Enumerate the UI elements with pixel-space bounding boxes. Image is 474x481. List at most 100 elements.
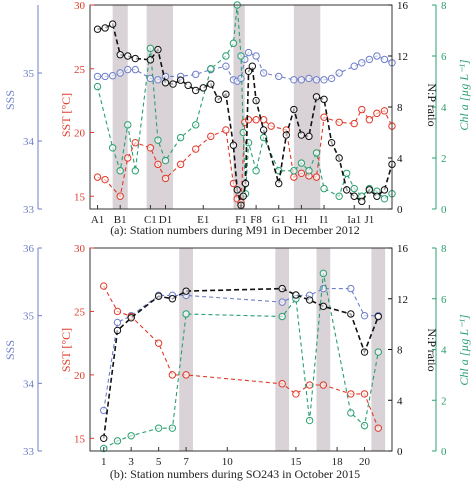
np-data-point <box>168 295 177 303</box>
sst-data-point <box>374 424 382 432</box>
chl-tick-label: 6 <box>441 294 447 306</box>
sst-tick-label: 30 <box>74 243 86 255</box>
plot-frame <box>89 247 393 452</box>
chl-tick-label: 6 <box>441 51 447 63</box>
chl-data-point <box>312 149 321 157</box>
chl-tick-label: 8 <box>441 0 447 12</box>
chl-data-point <box>305 167 313 175</box>
sst-data-point <box>267 122 275 130</box>
sss-data-point <box>93 72 102 81</box>
sss-data-point <box>108 72 117 80</box>
sss-data-point <box>358 59 366 67</box>
sss-data-point <box>290 76 298 84</box>
chl-data-point <box>207 65 215 73</box>
np-tick-label: 8 <box>397 345 403 357</box>
np-tick-label: 12 <box>397 294 408 306</box>
chl-data-point <box>229 39 238 47</box>
np-data-point <box>108 20 117 28</box>
np-series-line <box>102 287 380 439</box>
sst-data-point <box>207 132 215 141</box>
chl-data-point <box>305 416 314 425</box>
np-data-point <box>207 80 215 88</box>
sss-data-point <box>365 55 374 64</box>
station-label: F1 <box>235 214 247 226</box>
np-data-point <box>124 52 132 60</box>
station-label: F8 <box>250 214 262 226</box>
sss-data-point <box>297 76 306 84</box>
np-data-point <box>350 192 358 200</box>
sst-data-point <box>278 380 286 388</box>
np-data-point <box>229 141 238 149</box>
sss-data-point <box>335 69 343 77</box>
np-axis-label: N:P ratio <box>425 328 439 371</box>
station-label: Ia1 <box>347 214 361 226</box>
sss-data-point <box>237 74 245 83</box>
chl-data-point <box>127 432 135 440</box>
np-data-point <box>176 76 185 84</box>
sst-data-point <box>168 371 177 379</box>
chl-data-point <box>259 133 268 142</box>
np-data-point <box>244 67 253 76</box>
np-data-point <box>259 126 268 134</box>
station-label: 10 <box>222 456 234 468</box>
sst-data-point <box>93 173 102 181</box>
sss-data-point <box>327 74 336 83</box>
chl-data-point <box>93 82 102 91</box>
np-data-point <box>169 80 177 88</box>
np-data-point <box>252 96 260 105</box>
chl-data-point <box>108 144 117 152</box>
station-label: A1 <box>91 214 104 226</box>
sss-data-point <box>350 62 358 70</box>
sss-data-point <box>278 298 286 306</box>
sst-tick-label: 25 <box>74 306 86 318</box>
np-data-point <box>101 24 109 32</box>
sss-data-point <box>275 72 283 81</box>
np-tick-label: 0 <box>397 446 403 458</box>
sss-axis-label: SSS <box>3 340 17 360</box>
sst-data-point <box>146 144 155 152</box>
chl-data-point <box>319 269 328 278</box>
sst-data-point <box>373 109 381 118</box>
sss-data-point <box>192 70 200 79</box>
sss-data-point <box>244 48 253 57</box>
sss-data-point <box>380 55 389 64</box>
chl-tick-label: 8 <box>441 243 447 255</box>
np-data-point <box>312 93 321 101</box>
sss-tick-label: 34 <box>23 136 35 148</box>
np-data-point <box>380 186 389 194</box>
sss-data-point <box>360 311 369 320</box>
sst-data-point <box>192 145 200 153</box>
station-label: 20 <box>359 456 371 468</box>
sss-data-point <box>305 74 313 83</box>
np-data-point <box>233 186 241 194</box>
sst-tick-label: 25 <box>74 64 86 76</box>
station-label: 7 <box>183 456 189 468</box>
np-tick-label: 16 <box>397 243 409 255</box>
np-data-point <box>182 287 190 295</box>
chl-data-point <box>374 348 382 356</box>
sss-tick-label: 34 <box>23 378 35 390</box>
station-label: 3 <box>128 456 134 468</box>
chl-data-point <box>278 312 286 321</box>
station-label: H1 <box>295 214 308 226</box>
sst-data-point <box>347 390 355 398</box>
sss-data-point <box>373 52 381 60</box>
shaded-band <box>316 248 331 451</box>
sst-data-point <box>131 139 140 147</box>
np-data-point <box>360 348 369 356</box>
station-label: 1 <box>101 456 107 468</box>
sss-tick-label: 33 <box>23 204 35 216</box>
station-label: C1 <box>144 214 157 226</box>
np-axis-label: N:P ratio <box>425 83 439 126</box>
np-tick-label: 12 <box>397 51 408 63</box>
sss-data-point <box>347 284 355 293</box>
sss-tick-label: 35 <box>23 311 35 323</box>
np-tick-label: 8 <box>397 102 403 114</box>
np-data-point <box>127 314 135 322</box>
chl-tick-label: 2 <box>441 153 447 165</box>
np-data-point <box>335 154 343 162</box>
station-label: J1 <box>364 214 374 226</box>
np-data-point <box>373 192 381 200</box>
sst-data-point <box>101 175 109 184</box>
